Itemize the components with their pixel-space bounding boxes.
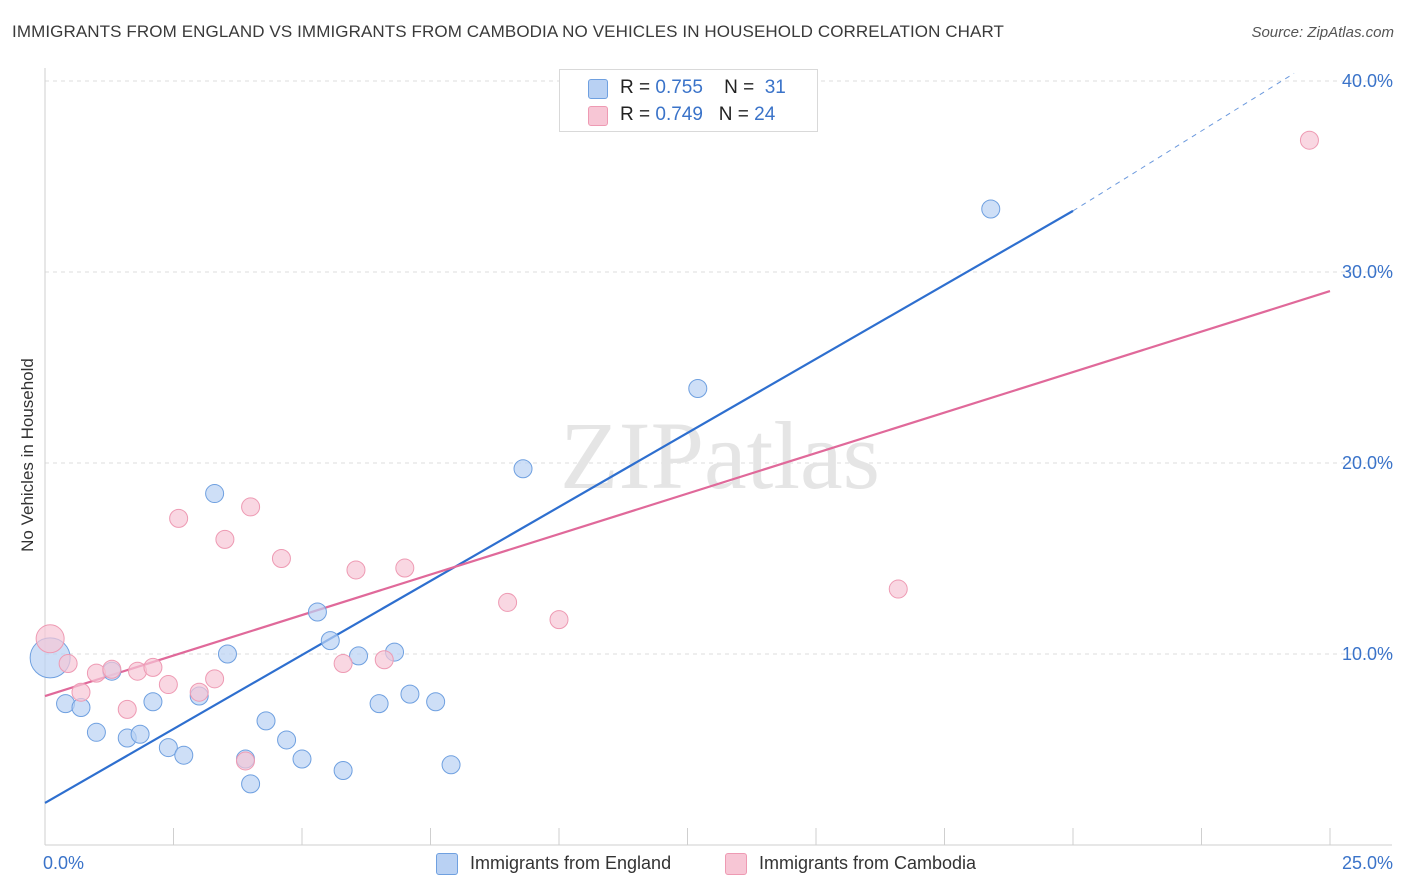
y-tick-label: 20.0% — [1342, 453, 1393, 473]
england-point — [441, 755, 461, 775]
legend-r-label: R = — [620, 77, 651, 98]
data-points — [29, 103, 1319, 794]
legend-r-label: R = — [620, 104, 651, 125]
x-tick-label: 25.0% — [1342, 853, 1393, 873]
cambodia-point — [58, 654, 78, 674]
cambodia-point — [374, 650, 394, 670]
chart-title: IMMIGRANTS FROM ENGLAND VS IMMIGRANTS FR… — [12, 22, 1005, 41]
watermark: ZIPatlas — [560, 402, 880, 509]
cambodia-point — [143, 657, 163, 677]
cambodia-point — [395, 558, 415, 578]
england-point — [400, 684, 420, 704]
source-credit: Source: ZipAtlas.com — [1251, 24, 1394, 41]
legend-n-label: N = — [724, 77, 755, 98]
cambodia-point — [71, 682, 91, 702]
england-point — [205, 484, 225, 504]
england-point — [158, 738, 178, 758]
england-point — [981, 199, 1001, 219]
cambodia-point — [117, 699, 137, 719]
cambodia-trend-line — [44, 290, 1331, 698]
cambodia-point — [169, 508, 189, 528]
england-legend-label: Immigrants from England — [470, 853, 672, 873]
cambodia-point — [235, 751, 255, 771]
legend-n-value: 24 — [754, 104, 776, 125]
cambodia-point — [215, 529, 235, 549]
england-point — [217, 644, 237, 664]
england-point — [174, 745, 194, 765]
england-point — [513, 459, 533, 479]
legend-n-value: 31 — [764, 77, 786, 98]
cambodia-point — [346, 560, 366, 580]
cambodia-point — [333, 654, 353, 674]
correlation-legend: R = 0.755 N = 31 R = 0.749 N = 24 — [559, 69, 818, 132]
england-legend-swatch — [436, 853, 458, 875]
y-tick-label: 10.0% — [1342, 644, 1393, 664]
cambodia-point — [205, 669, 225, 689]
cambodia-point — [549, 610, 569, 630]
cambodia-point — [158, 675, 178, 695]
cambodia-point — [189, 682, 209, 702]
cambodia-point — [102, 659, 122, 679]
cambodia-swatch — [588, 106, 608, 126]
england-point — [256, 711, 276, 731]
cambodia-legend-label: Immigrants from Cambodia — [759, 853, 977, 873]
y-tick-label: 30.0% — [1342, 262, 1393, 282]
england-trend-line — [44, 209, 1074, 804]
england-point — [86, 722, 106, 742]
cambodia-point — [1299, 130, 1319, 150]
cambodia-point — [271, 549, 291, 568]
england-point — [277, 730, 297, 750]
axes — [44, 68, 1392, 846]
cambodia-point — [498, 592, 518, 612]
england-swatch — [588, 79, 608, 99]
england-point — [320, 631, 340, 651]
england-point — [369, 694, 389, 714]
england-point — [333, 761, 353, 781]
cambodia-point — [35, 624, 65, 654]
legend-n-label: N = — [718, 104, 749, 125]
england-point — [688, 379, 708, 399]
england-point — [349, 646, 369, 666]
x-tick-label: 0.0% — [43, 853, 84, 873]
england-point — [307, 602, 327, 622]
england-trend-extension — [1072, 72, 1295, 212]
gridlines — [45, 80, 1392, 655]
england-point — [143, 692, 163, 712]
legend-r-value: 0.749 — [655, 104, 703, 125]
england-point — [241, 774, 261, 794]
england-point — [130, 724, 150, 744]
trend-lines — [44, 72, 1331, 804]
cambodia-legend-swatch — [725, 853, 747, 875]
tick-labels: 10.0% 20.0% 30.0% 40.0% 0.0% 25.0% — [43, 71, 1393, 873]
cambodia-point — [888, 579, 908, 599]
england-point — [426, 692, 446, 712]
y-tick-label: 40.0% — [1342, 71, 1393, 91]
legend-r-value: 0.755 — [655, 77, 703, 98]
england-point — [292, 749, 312, 769]
cambodia-point — [241, 497, 261, 517]
